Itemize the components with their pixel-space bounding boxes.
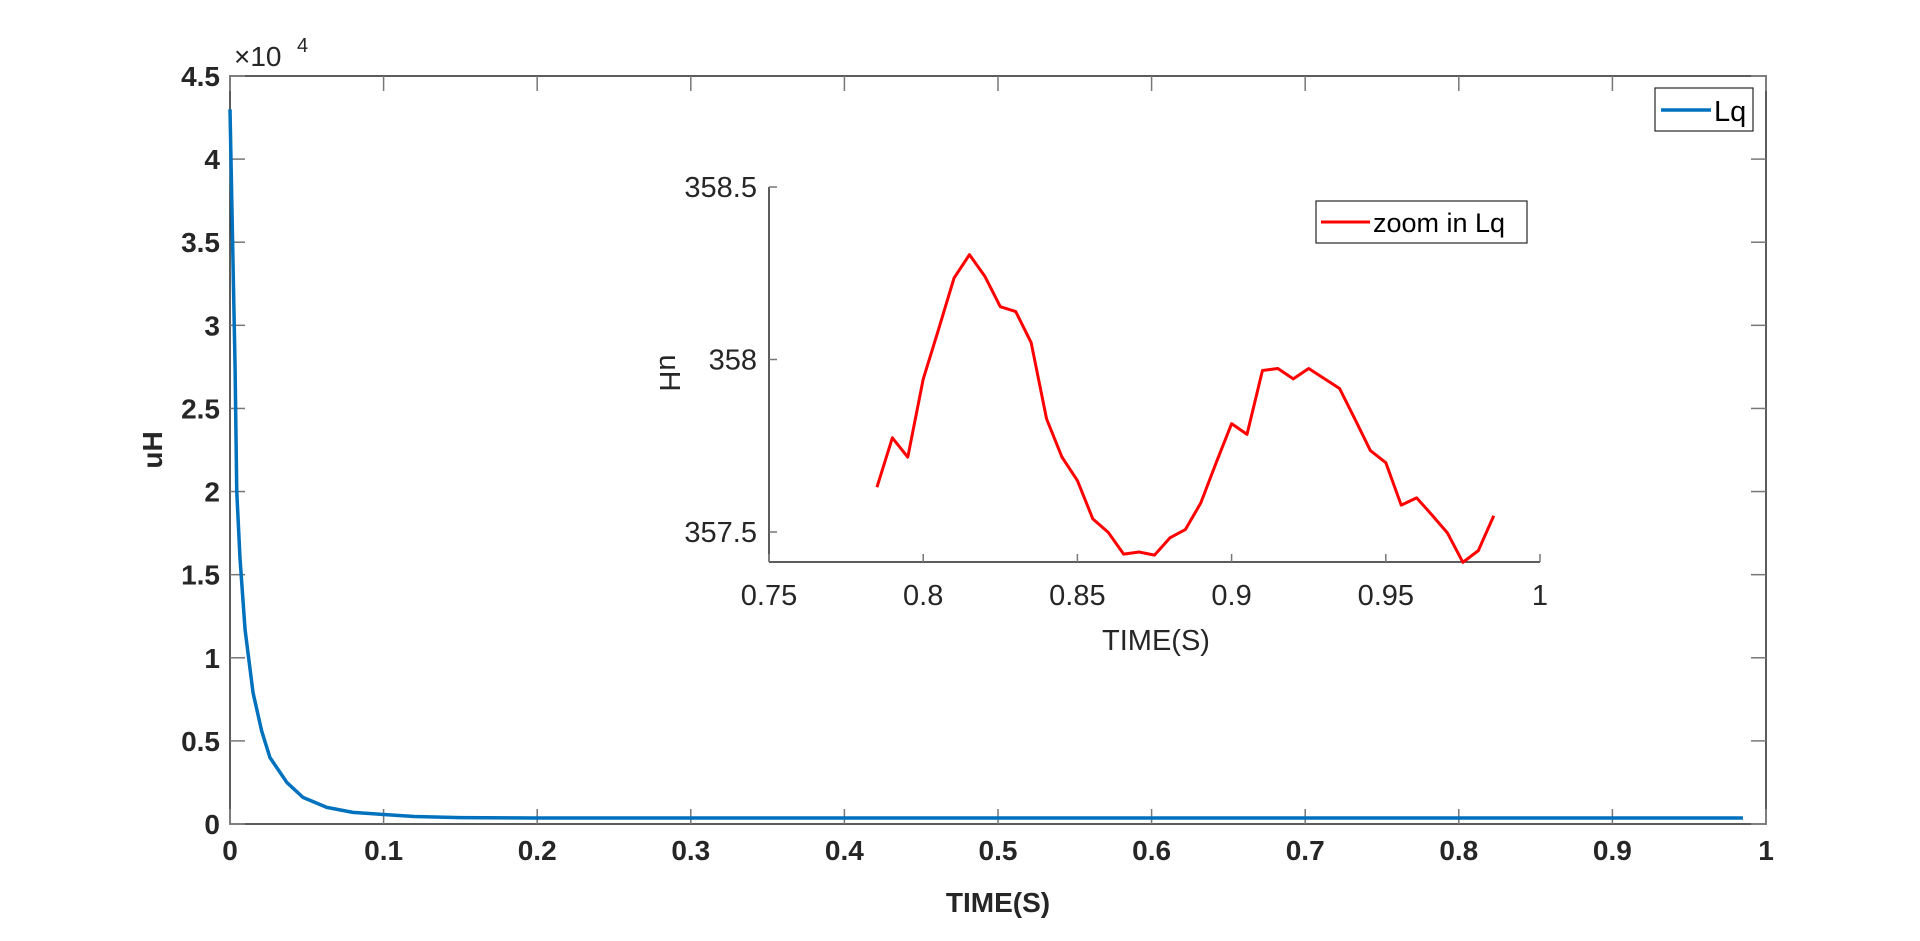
x-tick-label: 0.4	[825, 835, 864, 866]
inset-y-tick-label: 358.5	[684, 172, 757, 204]
y-tick-label: 2.5	[181, 393, 220, 424]
main-axes: 0 0.1 0.2 0.3 0.4 0.5 0.6 0.7 0.8 0.9 1 0 0.5 1 1.5 2 2.…	[137, 35, 1774, 918]
x-tick-label: 0.5	[979, 835, 1018, 866]
y-exponent: 4	[297, 35, 308, 57]
x-tick-label: 0.6	[1132, 835, 1171, 866]
y-tick-label: 2	[204, 477, 220, 508]
y-tick-label: 3	[204, 310, 220, 341]
series-line-lq	[228, 109, 1743, 820]
legend-label-lq: Lq	[1714, 96, 1746, 128]
inset-y-axis-label: uH	[653, 354, 685, 391]
y-tick-label: 1.5	[181, 560, 220, 591]
y-tick-label: 0	[204, 809, 220, 840]
y-tick-label: 4.5	[181, 61, 220, 92]
y-exponent-label: ×10	[234, 41, 282, 72]
inset-x-tick-label: 0.8	[903, 580, 943, 612]
plot-area	[229, 75, 1767, 825]
x-tick-label: 0.9	[1593, 835, 1632, 866]
inset-y-tick-label: 358	[709, 345, 757, 377]
y-tick-label: 3.5	[181, 227, 220, 258]
inset-legend-label: zoom in Lq	[1373, 208, 1505, 238]
inset-x-tick-label: 1	[1532, 580, 1548, 612]
x-tick-label: 0.7	[1286, 835, 1325, 866]
y-tick-label: 1	[204, 643, 220, 674]
x-tick-label: 0	[222, 835, 238, 866]
inset-x-tick-label: 0.95	[1358, 580, 1414, 612]
inset-x-axis-label: TIME(S)	[1102, 625, 1210, 657]
inset-x-tick-label: 0.9	[1211, 580, 1251, 612]
y-tick-label: 4	[204, 144, 220, 175]
x-tick-label: 0.3	[671, 835, 710, 866]
inset-axes: 0.75 0.8 0.85 0.9 0.95 1 357.5 358 358.5 TIME(S) u…	[653, 172, 1548, 657]
series-line-zoom-in-lq	[875, 253, 1496, 564]
x-axis-label: TIME(S)	[946, 887, 1050, 918]
inset-x-tick-label: 0.85	[1049, 580, 1105, 612]
inset-y-tick-label: 357.5	[684, 517, 757, 549]
inset-legend-box	[1315, 200, 1528, 244]
y-tick-label: 0.5	[181, 726, 220, 757]
x-tick-label: 1	[1758, 835, 1774, 866]
y-axis-label: uH	[137, 431, 168, 468]
x-tick-label: 0.2	[518, 835, 557, 866]
x-tick-label: 0.1	[364, 835, 403, 866]
inset-x-tick-label: 0.75	[741, 580, 797, 612]
x-tick-label: 0.8	[1439, 835, 1478, 866]
